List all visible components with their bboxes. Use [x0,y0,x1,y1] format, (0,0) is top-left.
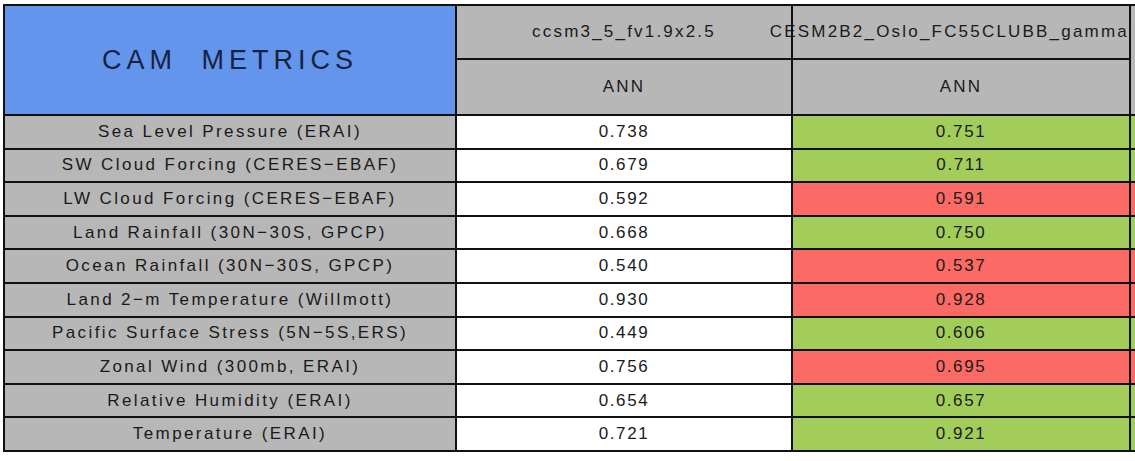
next-column-sliver [1131,318,1135,352]
metric-label: Land Rainfall (30N−30S, GPCP) [5,217,457,251]
baseline-value: 0.592 [457,183,793,217]
next-column-sliver [1131,284,1135,318]
baseline-value: 0.668 [457,217,793,251]
next-column-sliver [1131,150,1135,184]
next-column-sliver [1131,217,1135,251]
test-value: 0.657 [793,385,1131,419]
test-value: 0.750 [793,217,1131,251]
baseline-value: 0.721 [457,418,793,452]
next-column-sliver [1131,116,1135,150]
test-value: 0.751 [793,116,1131,150]
next-column-sliver [1131,351,1135,385]
metric-label: Ocean Rainfall (30N−30S, GPCP) [5,250,457,284]
cam-metrics-table: CAM METRICS ccsm3_5_fv1.9x2.5 CESM2B2_Os… [3,4,1135,452]
model-header-baseline: ccsm3_5_fv1.9x2.5 [457,6,793,60]
metric-label: SW Cloud Forcing (CERES−EBAF) [5,150,457,184]
metric-label: Zonal Wind (300mb, ERAI) [5,351,457,385]
metric-label: Temperature (ERAI) [5,418,457,452]
next-column-header-sliver [1131,6,1135,116]
season-header-test: ANN [793,60,1131,116]
metric-label: Land 2−m Temperature (Willmott) [5,284,457,318]
baseline-value: 0.738 [457,116,793,150]
baseline-value: 0.540 [457,250,793,284]
next-column-sliver [1131,385,1135,419]
model-header-test: CESM2B2_Oslo_FC55CLUBB_gamma0p [793,6,1131,60]
test-value: 0.921 [793,418,1131,452]
metric-label: Pacific Surface Stress (5N−5S,ERS) [5,318,457,352]
next-column-sliver [1131,250,1135,284]
next-column-sliver [1131,183,1135,217]
table-title: CAM METRICS [5,6,457,116]
test-value: 0.591 [793,183,1131,217]
metric-label: LW Cloud Forcing (CERES−EBAF) [5,183,457,217]
season-header-baseline: ANN [457,60,793,116]
test-value: 0.928 [793,284,1131,318]
next-column-sliver [1131,418,1135,452]
test-value: 0.695 [793,351,1131,385]
baseline-value: 0.679 [457,150,793,184]
model-header-test-label: CESM2B2_Oslo_FC55CLUBB_gamma0p [770,22,1135,42]
test-value: 0.606 [793,318,1131,352]
baseline-value: 0.756 [457,351,793,385]
test-value: 0.537 [793,250,1131,284]
test-value: 0.711 [793,150,1131,184]
baseline-value: 0.930 [457,284,793,318]
baseline-value: 0.654 [457,385,793,419]
baseline-value: 0.449 [457,318,793,352]
metric-label: Relative Humidity (ERAI) [5,385,457,419]
metric-label: Sea Level Pressure (ERAI) [5,116,457,150]
model-header-baseline-label: ccsm3_5_fv1.9x2.5 [532,22,716,42]
